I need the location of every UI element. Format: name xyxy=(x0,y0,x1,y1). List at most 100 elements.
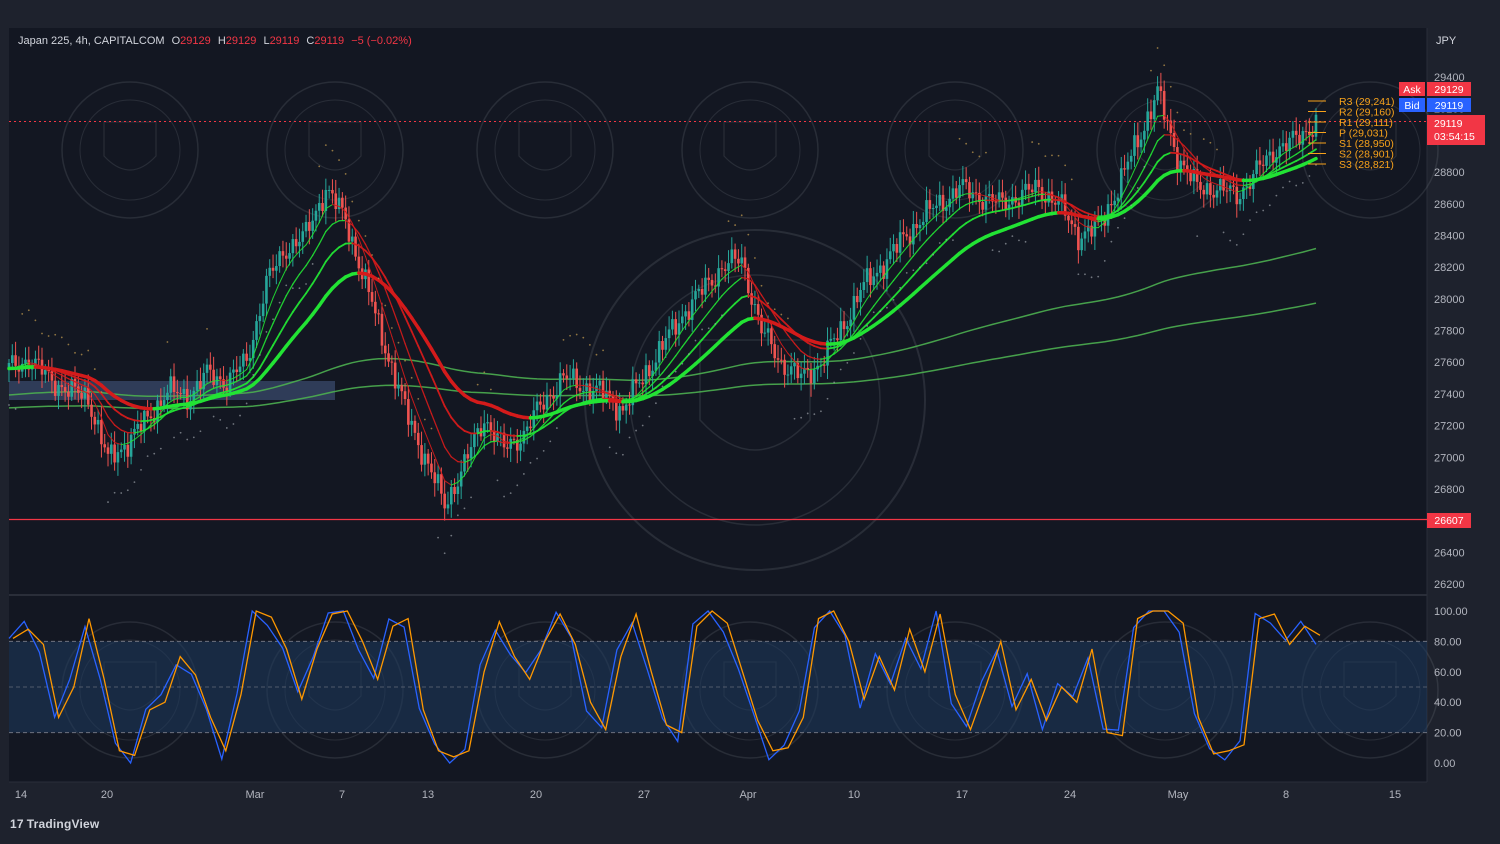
candle xyxy=(96,409,100,434)
candle xyxy=(350,228,354,255)
stoch-axis[interactable]: 100.00 80.00 60.00 40.00 20.00 0.00 xyxy=(1434,606,1468,770)
sar-dot xyxy=(674,370,677,373)
pivot-label: S2 (28,901) xyxy=(1339,149,1394,161)
sar-dot xyxy=(661,385,664,388)
sar-dot xyxy=(707,327,710,330)
price-tick-label: 27200 xyxy=(1434,421,1465,433)
candle xyxy=(255,314,258,348)
currency-label[interactable]: JPY xyxy=(1436,35,1457,47)
candle xyxy=(410,408,413,437)
sar-dot xyxy=(522,473,525,475)
ema-segment xyxy=(1223,186,1231,190)
ema-segment xyxy=(186,403,195,408)
candle xyxy=(1314,108,1318,141)
candle xyxy=(786,364,790,386)
ema-segment xyxy=(384,276,393,291)
ema-segment xyxy=(1130,161,1139,178)
ema-segment xyxy=(416,326,427,340)
sar-dot xyxy=(1057,154,1060,157)
ema-segment xyxy=(595,397,604,401)
candle xyxy=(941,185,945,224)
sar-dot xyxy=(503,495,505,498)
candle xyxy=(294,227,298,254)
ema-segment xyxy=(952,195,961,202)
price-tick-label: 28400 xyxy=(1434,230,1465,242)
ema-segment xyxy=(959,193,967,197)
candle xyxy=(720,260,724,278)
candle xyxy=(453,478,456,503)
ema-segment xyxy=(668,368,677,377)
candle xyxy=(826,327,829,380)
sar-dot xyxy=(714,323,717,325)
sar-dot xyxy=(87,349,90,352)
symbol-legend[interactable]: Japan 225, 4h, CAPITALCOM O29129 H29129 … xyxy=(18,35,412,47)
candle xyxy=(809,363,813,397)
time-axis[interactable]: 14 20 Mar 7 13 20 27 Apr 10 17 24 May 8 15 xyxy=(15,789,1401,801)
sar-dot xyxy=(945,238,948,241)
stoch-tick-label: 20.00 xyxy=(1434,728,1462,740)
ema-segment xyxy=(1143,153,1152,169)
ema-segment xyxy=(510,441,518,444)
ema-segment xyxy=(813,345,822,350)
ema-segment xyxy=(681,353,690,363)
sar-dot xyxy=(1216,148,1218,151)
candle xyxy=(407,385,410,437)
ema-segment xyxy=(318,260,327,274)
sar-dot xyxy=(998,250,1001,253)
ema-segment xyxy=(490,433,498,437)
sar-dot xyxy=(668,375,671,377)
ema-segment xyxy=(1070,204,1080,211)
candle xyxy=(73,366,77,400)
sar-dot xyxy=(206,328,208,330)
ema-segment xyxy=(1275,161,1284,169)
ema-segment xyxy=(186,393,195,398)
ema-segment xyxy=(258,355,268,369)
ema-segment xyxy=(259,315,267,338)
stoch-d-line xyxy=(12,610,1321,758)
pivot-levels: R3 (29,241)R2 (29,160)R1 (29,111)P (29,0… xyxy=(1308,96,1394,171)
ema-segment xyxy=(1209,167,1218,172)
candle xyxy=(288,242,291,266)
symbol-name[interactable]: Japan 225, 4h, CAPITALCOM xyxy=(18,35,165,47)
sar-dot xyxy=(390,327,393,329)
sar-dot xyxy=(859,337,862,340)
ema-segment xyxy=(483,433,492,440)
ema-segment xyxy=(1064,204,1073,214)
candle xyxy=(185,375,189,418)
candle xyxy=(1242,178,1245,211)
ema-segment xyxy=(1236,184,1245,187)
candle xyxy=(60,373,64,397)
candle xyxy=(578,375,582,400)
sar-dot xyxy=(562,338,565,341)
sar-dot xyxy=(54,333,57,336)
ema-segment xyxy=(430,374,439,392)
ema-segment xyxy=(437,390,446,408)
ema-segment xyxy=(555,411,565,419)
ema-segment xyxy=(1110,209,1119,216)
candle xyxy=(324,178,328,225)
candle xyxy=(182,379,186,408)
ema-segment xyxy=(153,418,162,426)
ema-segment xyxy=(310,303,321,317)
ema-segment xyxy=(153,415,162,421)
sar-dot xyxy=(107,501,109,503)
sar-dot xyxy=(1282,186,1284,189)
sar-dot xyxy=(628,436,631,439)
candle xyxy=(865,255,869,293)
price-tick-label: 27000 xyxy=(1434,452,1465,464)
sar-dot xyxy=(978,155,981,158)
pivot-label: R3 (29,241) xyxy=(1339,96,1394,108)
ema-segment xyxy=(1203,165,1212,172)
sar-dot xyxy=(958,137,961,140)
candle xyxy=(403,383,407,406)
ema-segment xyxy=(133,419,142,423)
candle xyxy=(380,302,384,355)
sar-dot xyxy=(34,319,37,322)
ema-segment xyxy=(906,239,914,249)
ema-segment xyxy=(1011,197,1020,201)
tradingview-logo[interactable]: 17 TradingView xyxy=(10,817,99,831)
ema-segment xyxy=(728,268,736,274)
time-tick-label: 20 xyxy=(530,789,542,801)
ema-segment xyxy=(925,232,934,242)
ema-segment xyxy=(806,341,816,347)
